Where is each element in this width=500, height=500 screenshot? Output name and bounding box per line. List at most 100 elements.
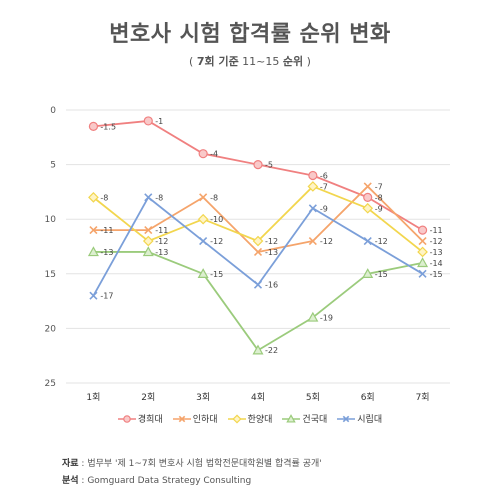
point-circle — [417, 225, 428, 235]
data-label: -19 — [320, 313, 333, 322]
legend-swatch — [172, 415, 191, 422]
legend-item: 건국대 — [282, 412, 327, 425]
data-label: -9 — [320, 204, 328, 213]
data-point — [87, 246, 99, 257]
data-point — [417, 225, 428, 235]
data-label: -1.5 — [100, 122, 116, 131]
y-tick-label: 5 — [50, 161, 56, 171]
data-point — [417, 246, 428, 258]
point-circle — [198, 149, 208, 159]
data-label: -7 — [375, 182, 383, 191]
legend-swatch — [227, 413, 246, 424]
data-point — [342, 415, 350, 422]
point-circle — [308, 170, 318, 181]
point-triangle — [142, 246, 154, 257]
data-label: -15 — [210, 270, 223, 279]
subtitle-range: 11~15 — [238, 55, 283, 68]
y-tick-label: 20 — [45, 324, 57, 334]
legend-label: 한양대 — [247, 415, 273, 425]
subtitle-bold2: 순위 — [282, 55, 304, 68]
data-label: -12 — [155, 237, 168, 246]
data-point — [418, 269, 427, 278]
data-point — [199, 193, 208, 202]
data-point — [199, 236, 208, 246]
data-point — [253, 160, 263, 170]
data-point — [417, 257, 429, 268]
chart-title: 변호사 시험 합격률 순위 변화 — [109, 22, 391, 47]
series-line — [93, 251, 423, 352]
analysis-text: : Gomguard Data Strategy Consulting — [78, 476, 252, 486]
subtitle-open: ( — [189, 55, 197, 68]
data-label: -12 — [375, 237, 388, 246]
point-triangle — [417, 257, 429, 268]
data-point — [286, 413, 297, 423]
data-point — [307, 181, 319, 192]
y-tick-label: 15 — [45, 270, 56, 280]
point-circle — [143, 116, 153, 126]
legend-item: 경희대 — [117, 412, 163, 425]
data-label: -15 — [375, 270, 388, 279]
data-label: -12 — [265, 237, 278, 246]
data-point — [252, 235, 264, 247]
legend-item: 한양대 — [227, 412, 273, 425]
point-x-b — [199, 236, 208, 246]
data-point — [232, 413, 242, 424]
legend-label: 건국대 — [302, 415, 328, 425]
data-point — [143, 116, 153, 126]
legend-swatch — [117, 414, 136, 423]
point-triangle — [87, 246, 99, 257]
data-point — [142, 235, 154, 247]
x-tick-label: 2회 — [141, 392, 155, 403]
data-label: -8 — [100, 193, 108, 202]
data-label: -5 — [265, 161, 273, 170]
legend-item: 시립대 — [337, 412, 382, 425]
point-diamond — [142, 235, 154, 247]
point-circle — [88, 121, 99, 131]
data-label: -12 — [430, 237, 443, 246]
data-point — [144, 193, 153, 202]
data-point — [418, 236, 427, 246]
y-tick-label: 25 — [45, 379, 56, 389]
point-x-b — [253, 280, 263, 289]
analysis-label: 분석 — [62, 476, 79, 486]
data-point — [308, 170, 318, 181]
point-triangle — [252, 344, 264, 355]
data-label: -10 — [210, 215, 223, 224]
x-tick-label: 4회 — [251, 392, 265, 403]
y-tick-label: 0 — [50, 106, 56, 116]
data-label: -11 — [155, 226, 168, 235]
data-point — [308, 236, 317, 246]
point-circle — [123, 414, 131, 423]
point-circle — [253, 160, 263, 170]
data-point — [178, 415, 186, 422]
data-label: -6 — [320, 172, 328, 181]
point-x-b — [144, 193, 153, 202]
data-point — [308, 204, 317, 213]
data-label: -22 — [265, 346, 278, 355]
point-diamond — [197, 213, 209, 225]
legend-swatch — [282, 413, 301, 423]
data-label: -8 — [375, 193, 383, 202]
data-point — [88, 121, 99, 131]
data-label: -9 — [375, 204, 383, 213]
data-point — [307, 311, 319, 322]
point-x-b — [342, 415, 350, 422]
point-x-b — [253, 247, 263, 257]
point-triangle — [362, 268, 374, 278]
point-triangle — [286, 413, 297, 423]
x-tick-label: 7회 — [416, 392, 430, 403]
point-triangle — [197, 268, 209, 278]
point-x-b — [199, 193, 208, 202]
point-diamond — [307, 181, 319, 192]
point-x-b — [89, 226, 98, 235]
x-tick-label: 6회 — [361, 392, 375, 403]
point-x-b — [418, 269, 427, 278]
data-point — [144, 226, 153, 235]
point-circle — [363, 192, 373, 202]
point-x-b — [89, 291, 98, 300]
data-point — [362, 202, 374, 214]
data-label: -11 — [430, 226, 443, 235]
legend-label: 시립대 — [357, 415, 383, 425]
data-label: -1 — [155, 117, 163, 126]
